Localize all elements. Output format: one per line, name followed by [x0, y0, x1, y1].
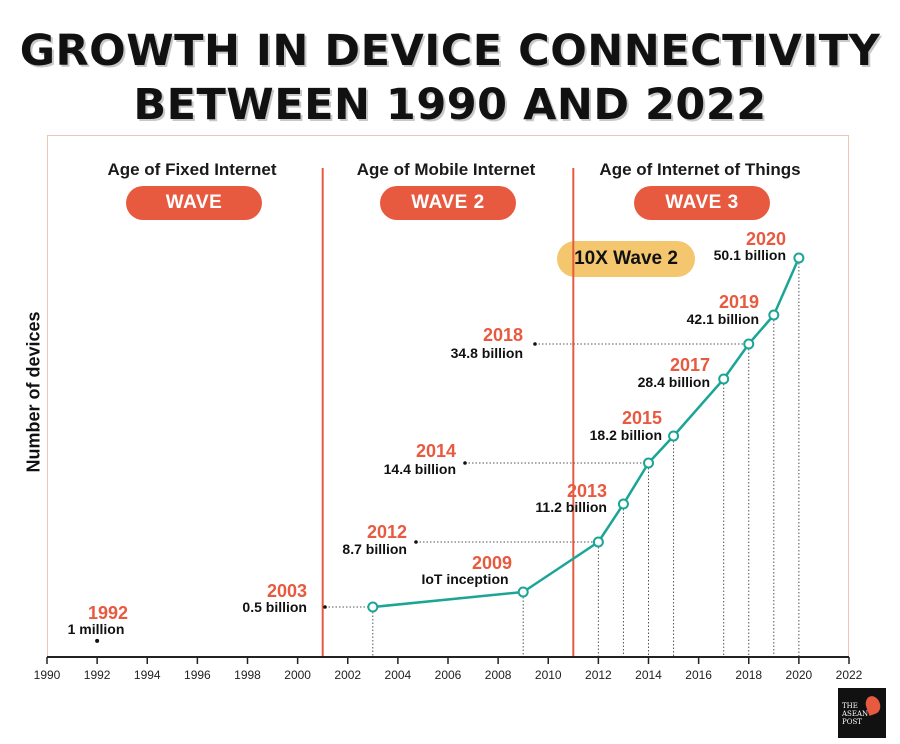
- year-label-2003: 2003: [267, 581, 307, 601]
- x-tick-label-2006: 2006: [435, 668, 462, 682]
- ten-x-badge: 10X Wave 2: [557, 241, 695, 277]
- year-label-2009: 2009: [472, 553, 512, 573]
- x-tick-label-1992: 1992: [84, 668, 111, 682]
- data-point-2009: [517, 586, 529, 598]
- era-label-iot: Age of Internet of Things: [599, 160, 801, 179]
- x-tick-label-2014: 2014: [635, 668, 662, 682]
- leader-dot-2018: [533, 342, 537, 346]
- x-tick-label-2020: 2020: [786, 668, 813, 682]
- chart-title-line-2: BETWEEN 1990 AND 2022: [133, 80, 767, 130]
- x-tick-label-1990: 1990: [34, 668, 61, 682]
- year-label-2013: 2013: [567, 481, 607, 501]
- year-label-2012: 2012: [367, 522, 407, 542]
- data-point-1992: [95, 638, 100, 643]
- data-point-2020: [793, 252, 805, 264]
- series-line: [372, 257, 801, 609]
- year-label-2019: 2019: [719, 292, 759, 312]
- x-tick-label-2022: 2022: [836, 668, 863, 682]
- era-label-fixed: Age of Fixed Internet: [107, 160, 277, 179]
- leader-dot-2012: [414, 540, 418, 544]
- chart-title-line-1: GROWTH IN DEVICE CONNECTIVITY: [19, 26, 881, 76]
- x-tick-label-2004: 2004: [385, 668, 412, 682]
- year-label-2018: 2018: [483, 325, 523, 345]
- data-point-2003: [367, 601, 379, 613]
- value-label-2013: 11.2 billion: [535, 499, 607, 515]
- x-tick-label-1998: 1998: [234, 668, 261, 682]
- data-point-2019: [768, 309, 780, 321]
- data-point-2018: [743, 338, 755, 350]
- value-label-2014: 14.4 billion: [384, 461, 456, 477]
- x-tick-label-2002: 2002: [334, 668, 361, 682]
- wave-1-badge: WAVE: [126, 186, 262, 220]
- data-point-2013: [617, 498, 629, 510]
- value-label-2018: 34.8 billion: [451, 345, 523, 361]
- logo-text: THE ASEAN POST: [842, 702, 869, 726]
- year-label-2017: 2017: [670, 355, 710, 375]
- value-label-2015: 18.2 billion: [590, 427, 662, 443]
- leader-dot-2014: [463, 461, 467, 465]
- data-point-2015: [668, 430, 680, 442]
- value-label-2017: 28.4 billion: [638, 374, 710, 390]
- data-point-2014: [643, 457, 654, 469]
- x-tick-label-2016: 2016: [685, 668, 712, 682]
- wave-3-badge: WAVE 3: [634, 186, 770, 220]
- wave-2-badge: WAVE 2: [380, 186, 516, 220]
- year-label-2020: 2020: [746, 229, 786, 249]
- x-tick-label-1996: 1996: [184, 668, 211, 682]
- year-label-2014: 2014: [416, 441, 456, 461]
- x-tick-label-2010: 2010: [535, 668, 562, 682]
- year-label-2015: 2015: [622, 408, 662, 428]
- value-label-2020: 50.1 billion: [714, 247, 786, 263]
- era-label-mobile: Age of Mobile Internet: [356, 160, 536, 179]
- leader-dot-2003: [323, 605, 327, 609]
- value-label-2003: 0.5 billion: [242, 599, 307, 615]
- the-asean-post-logo: THE ASEAN POST: [838, 688, 886, 738]
- value-label-2009: IoT inception: [421, 571, 508, 587]
- year-label-1992: 1992: [88, 603, 128, 623]
- chart-frame: [47, 135, 849, 657]
- x-tick-label-2012: 2012: [585, 668, 612, 682]
- value-label-2012: 8.7 billion: [342, 541, 407, 557]
- x-tick-label-1994: 1994: [134, 668, 161, 682]
- x-tick-label-2000: 2000: [284, 668, 311, 682]
- value-label-2019: 42.1 billion: [687, 311, 759, 327]
- data-point-2012: [592, 536, 604, 548]
- x-tick-label-2018: 2018: [735, 668, 762, 682]
- x-tick-label-2008: 2008: [485, 668, 512, 682]
- data-point-2017: [718, 373, 730, 385]
- value-label-1992: 1 million: [68, 621, 125, 637]
